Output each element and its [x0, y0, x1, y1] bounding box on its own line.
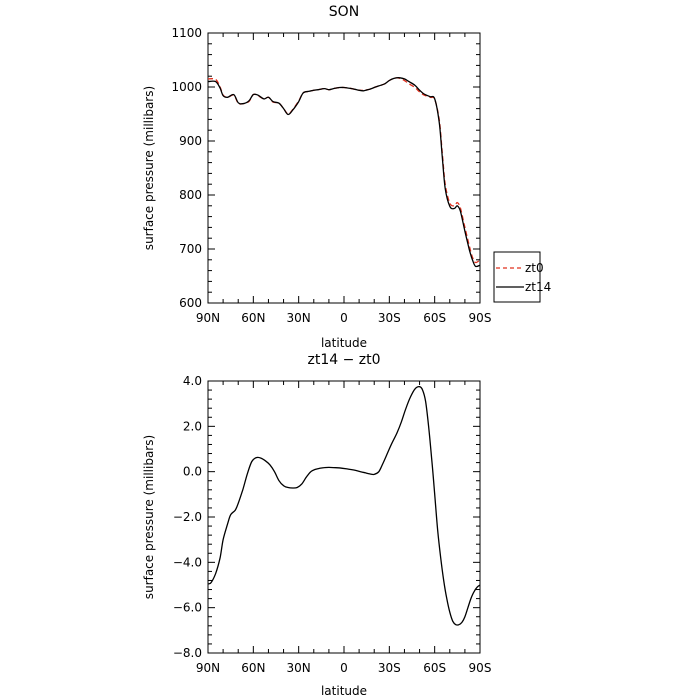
x-axis-ticks: 90N 60N 30N 0 30S 60S 90S: [196, 33, 492, 325]
x-tick-label: 60N: [241, 661, 265, 675]
plot-frame: [207, 380, 481, 654]
y-tick-label: 1000: [171, 80, 202, 94]
y-tick-label: 700: [179, 242, 202, 256]
x-tick-label: 30S: [378, 661, 401, 675]
bottom-panel-difference: zt14 − zt0 −8.0 −6.0 −4.0 −2.0 0.0 2.0 4.0 90N…: [142, 352, 491, 698]
x-axis-label: latitude: [321, 336, 367, 350]
x-tick-label: 60N: [241, 311, 265, 325]
x-tick-label: 90S: [469, 661, 492, 675]
chart-title: SON: [329, 4, 359, 20]
x-tick-label: 60S: [423, 661, 446, 675]
x-tick-label: 30N: [287, 661, 311, 675]
y-axis-ticks: −8.0 −6.0 −4.0 −2.0 0.0 2.0 4.0: [173, 374, 480, 660]
x-axis-label: latitude: [321, 684, 367, 698]
y-axis-label: surface pressure (millibars): [142, 86, 156, 250]
series-line-zt14: [207, 77, 481, 268]
x-tick-label: 90N: [196, 311, 220, 325]
y-axis-ticks: 600 700 800 900 1000 1100: [171, 26, 480, 310]
x-tick-label: 90S: [469, 311, 492, 325]
y-tick-label: 900: [179, 134, 202, 148]
y-tick-label: −6.0: [173, 601, 202, 615]
series-lines: [207, 386, 481, 626]
y-axis-label: surface pressure (millibars): [142, 435, 156, 599]
series-lines: [207, 77, 481, 268]
chart-title: zt14 − zt0: [307, 352, 380, 368]
x-tick-label: 0: [340, 661, 348, 675]
legend: zt0 zt14: [493, 251, 551, 303]
x-tick-label: 30S: [378, 311, 401, 325]
x-tick-label: 30N: [287, 311, 311, 325]
x-tick-label: 90N: [196, 661, 220, 675]
y-tick-label: 800: [179, 188, 202, 202]
series-line-zt0: [207, 77, 481, 264]
plot-frame: [207, 32, 481, 304]
y-tick-label: −4.0: [173, 555, 202, 569]
y-tick-label: 600: [179, 296, 202, 310]
x-axis-ticks: 90N 60N 30N 0 30S 60S 90S: [196, 381, 492, 675]
legend-label-zt14: zt14: [525, 280, 551, 294]
y-tick-label: −2.0: [173, 510, 202, 524]
y-tick-label: 4.0: [183, 374, 202, 388]
series-line-difference: [207, 386, 481, 626]
x-tick-label: 60S: [423, 311, 446, 325]
y-tick-label: 1100: [171, 26, 202, 40]
x-tick-label: 0: [340, 311, 348, 325]
y-tick-label: 0.0: [183, 465, 202, 479]
y-tick-label: −8.0: [173, 646, 202, 660]
legend-label-zt0: zt0: [525, 261, 544, 275]
y-tick-label: 2.0: [183, 419, 202, 433]
legend-box: [493, 251, 541, 303]
